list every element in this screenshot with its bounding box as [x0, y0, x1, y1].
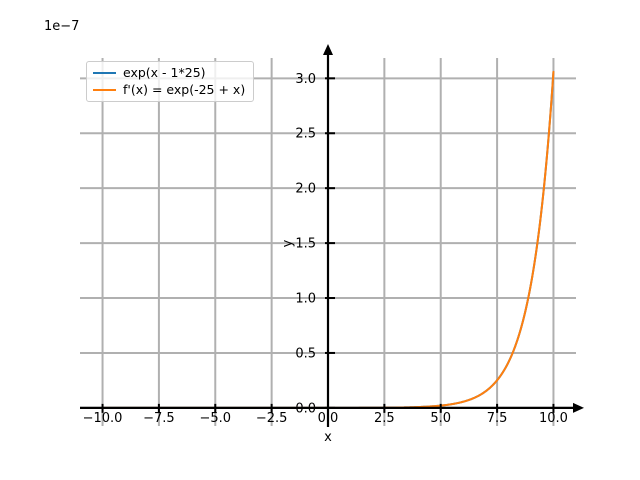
- x-tick-label: 7.5: [487, 411, 508, 426]
- y-tick-label: 2.0: [295, 182, 316, 197]
- x-axis-arrow-icon: [573, 402, 584, 413]
- x-tick-label: 10.0: [539, 411, 568, 426]
- x-tick-label: −2.5: [256, 411, 288, 426]
- legend-line-swatch-orange: [93, 89, 116, 91]
- x-tick-label: −5.0: [199, 411, 231, 426]
- y-tick-label: 0.5: [295, 346, 316, 361]
- x-tick-label: −10.0: [83, 411, 123, 426]
- y-tick-label: 1.5: [295, 237, 316, 252]
- y-tick-label: 3.0: [295, 72, 316, 87]
- legend-label: f'(x) = exp(-25 + x): [123, 82, 246, 97]
- legend-line-swatch-blue: [93, 72, 116, 74]
- y-axis-offset-text: 1e−7: [44, 19, 80, 34]
- x-tick-label: 2.5: [374, 411, 395, 426]
- legend-label: exp(x - 1*25): [123, 65, 206, 80]
- legend-item: exp(x - 1*25): [93, 66, 245, 80]
- legend: exp(x - 1*25) f'(x) = exp(-25 + x): [86, 61, 255, 102]
- y-tick-label: 1.0: [295, 292, 316, 307]
- x-tick-label: 5.0: [430, 411, 451, 426]
- legend-item: f'(x) = exp(-25 + x): [93, 83, 245, 97]
- y-axis-label: y: [280, 239, 296, 248]
- y-axis-arrow-icon: [323, 44, 333, 55]
- x-axis-label: x: [324, 430, 332, 445]
- x-tick-label: −7.5: [143, 411, 175, 426]
- y-tick-label: 2.5: [295, 127, 316, 142]
